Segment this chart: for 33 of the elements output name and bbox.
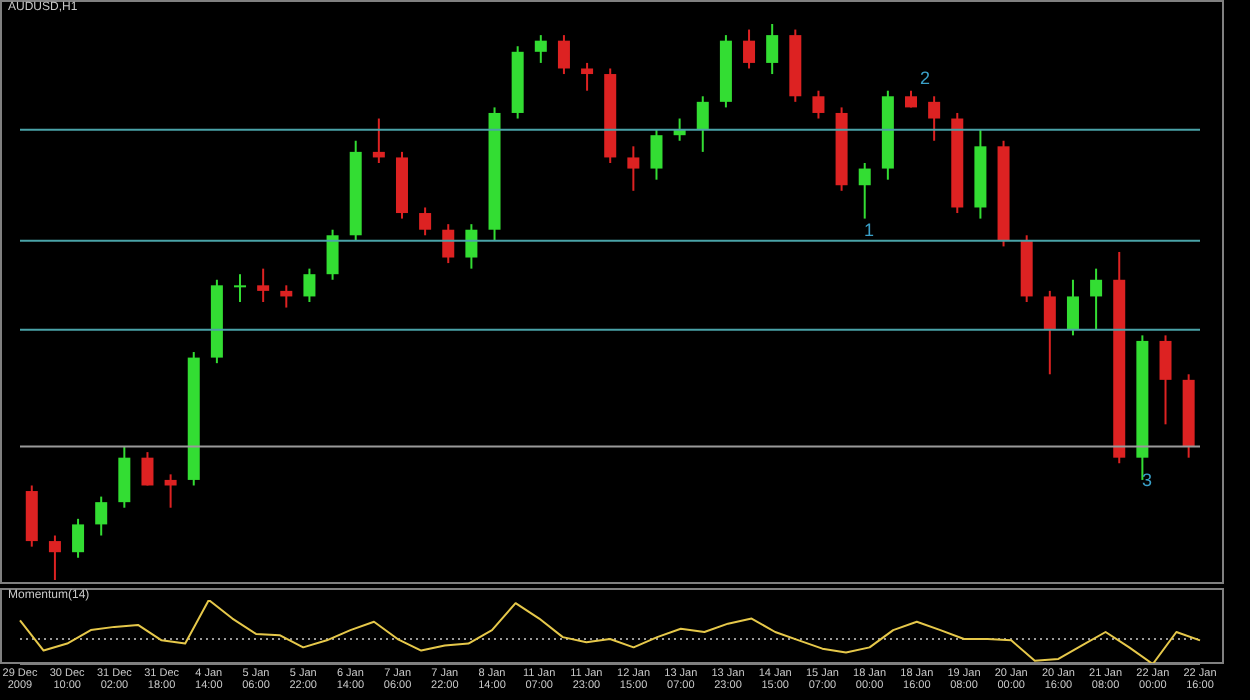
candlestick xyxy=(928,95,941,142)
candlestick xyxy=(627,145,640,192)
candlestick xyxy=(141,451,154,487)
candlestick xyxy=(1159,334,1172,426)
candlestick xyxy=(534,34,547,64)
candlestick xyxy=(557,34,570,76)
candlestick xyxy=(48,534,61,580)
candlestick xyxy=(326,228,339,281)
candlestick xyxy=(581,61,594,92)
candlestick xyxy=(372,117,385,164)
candlestick xyxy=(766,24,779,76)
candlestick xyxy=(696,95,709,153)
candlestick xyxy=(1043,289,1056,376)
annotation: 3 xyxy=(1142,470,1153,490)
candlestick xyxy=(234,273,247,303)
candlestick xyxy=(1090,267,1103,331)
candlestick xyxy=(650,128,663,181)
candlestick xyxy=(72,517,85,559)
candlestick xyxy=(1066,278,1079,337)
candlestick xyxy=(303,267,316,303)
candlestick xyxy=(743,28,756,70)
annotation: 1 xyxy=(864,220,875,240)
candlestick xyxy=(858,162,871,220)
annotation: 2 xyxy=(920,68,931,88)
candlestick xyxy=(465,223,478,270)
candlestick xyxy=(95,495,108,537)
candlestick xyxy=(442,223,455,265)
candlestick xyxy=(118,445,131,509)
candlestick xyxy=(257,267,270,303)
candlestick xyxy=(164,473,177,509)
candlestick xyxy=(280,284,293,309)
candlestick xyxy=(419,206,432,237)
candlestick xyxy=(812,89,825,120)
